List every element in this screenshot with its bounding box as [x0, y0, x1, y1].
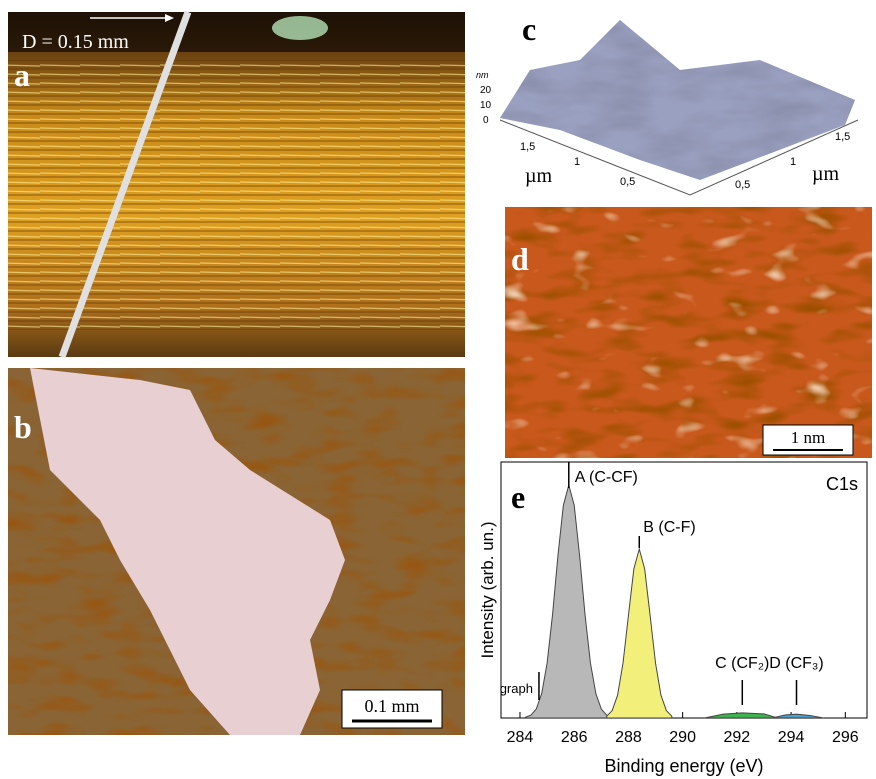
panel-label: e [511, 479, 525, 515]
scale-label: 0.1 mm [364, 696, 419, 716]
annotation: A (C-CF) [575, 469, 638, 486]
annotation: C (CF₂) [715, 655, 769, 672]
right-tick: 1,5 [835, 131, 850, 143]
x-axis-label: Binding energy (eV) [604, 756, 763, 776]
surface-texture [500, 20, 855, 180]
panel-label: d [511, 241, 529, 277]
panel-label: a [14, 57, 30, 93]
z-tick: 10 [480, 100, 492, 111]
scale-label: 1 nm [791, 428, 825, 447]
glare [272, 16, 328, 40]
panel-label: b [14, 409, 32, 445]
right-tick: 1 [790, 156, 796, 168]
x-tick-label: 292 [724, 729, 751, 746]
x-tick-label: 286 [561, 729, 588, 746]
x-tick-label: 296 [832, 729, 859, 746]
z-unit: nm [476, 70, 489, 80]
panel-d: 1 nm d [505, 207, 872, 458]
figure: D = 0.15 mm a 0.1 mm b nm 20 10 0 1,5 1 … [0, 0, 876, 779]
annotation: D (CF₃) [769, 655, 824, 672]
z-tick: 0 [483, 115, 489, 126]
y-axis-label: Intensity (arb. un.) [478, 521, 497, 658]
photo-texture [8, 60, 465, 330]
z-tick: 20 [480, 85, 492, 96]
diameter-label: D = 0.15 mm [22, 31, 129, 53]
left-tick: 1,5 [520, 141, 535, 153]
x-tick-label: 290 [669, 729, 696, 746]
left-tick: 0,5 [620, 176, 635, 188]
chart-title: C1s [826, 474, 858, 494]
panel-a: D = 0.15 mm a [8, 12, 465, 357]
annotation: B (C-F) [643, 519, 695, 536]
right-unit: µm [812, 163, 840, 185]
panel-label: c [522, 11, 536, 47]
left-tick: 1 [574, 156, 580, 168]
image-light [505, 207, 872, 458]
panel-c: nm 20 10 0 1,5 1 0,5 µm 0,5 1 1,5 µm c [476, 11, 858, 195]
x-tick-label: 288 [615, 729, 642, 746]
annotation: graph [500, 681, 533, 696]
panel-b: 0.1 mm b [8, 368, 465, 735]
right-tick: 0,5 [735, 179, 750, 191]
left-unit: µm [525, 165, 553, 187]
panel-e: e C1s Binding energy (eV) Intensity (arb… [478, 462, 867, 776]
x-tick-label: 294 [778, 729, 805, 746]
x-tick-label: 284 [507, 729, 534, 746]
